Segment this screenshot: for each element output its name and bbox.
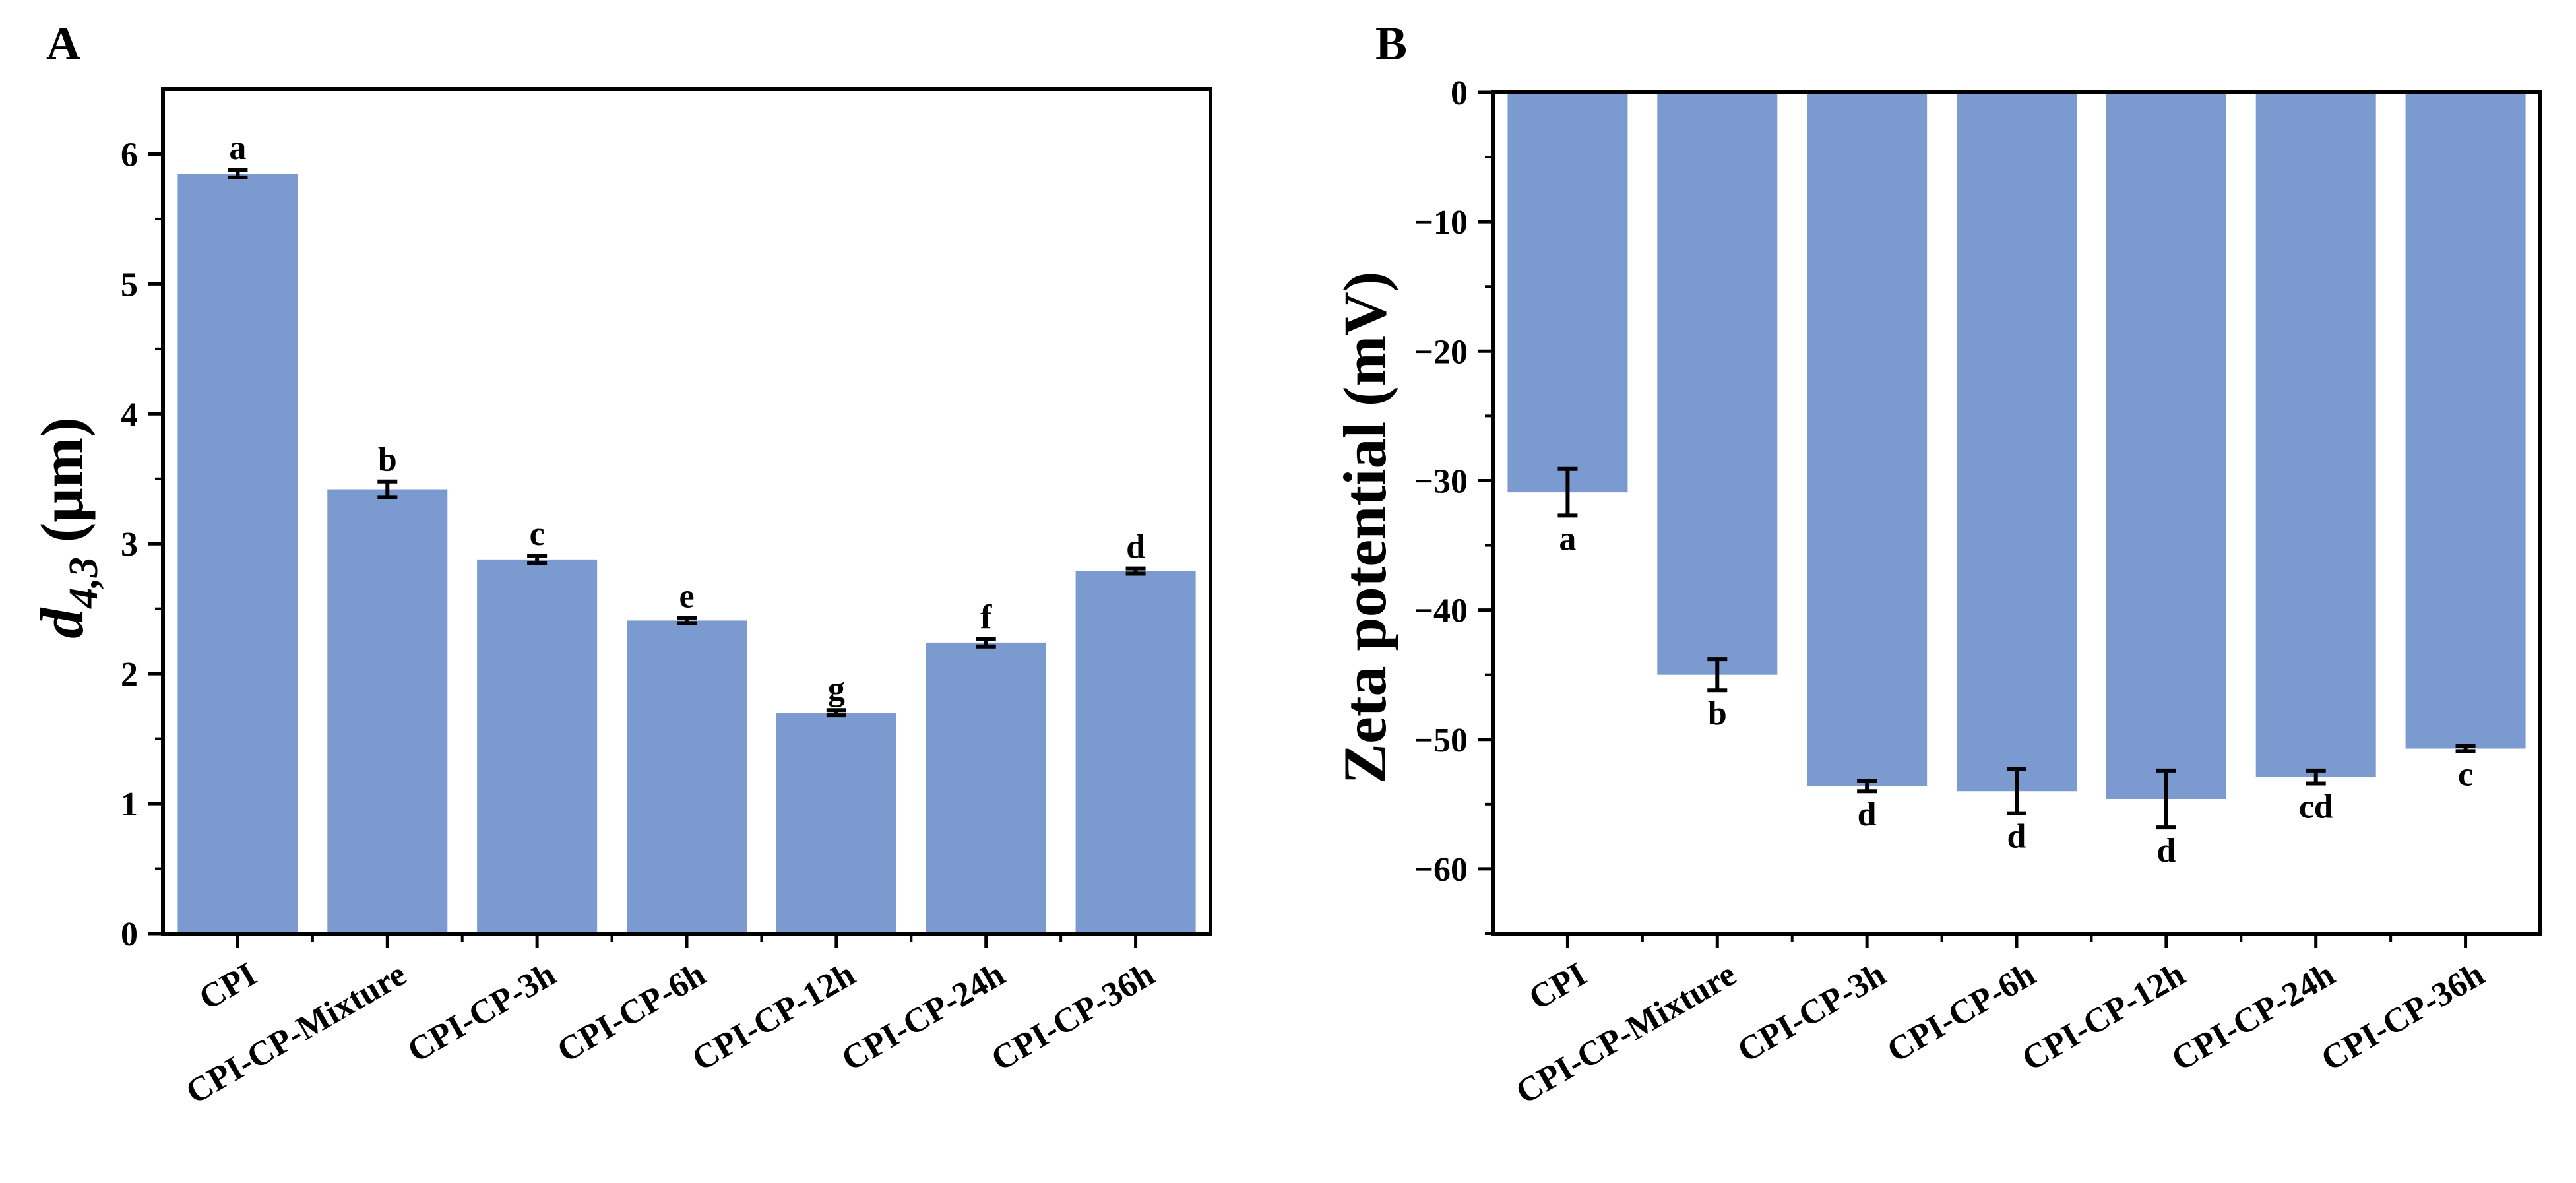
panel-b-significance-label: d [1858,796,1877,833]
panel-a-significance-label: f [980,598,992,636]
panel-a-x-tick-label: CPI-CP-6h [551,955,712,1070]
panel-a-significance-label: b [378,441,397,479]
panel-a-y-tick-label: 4 [121,396,138,433]
panel-a-bar [627,620,747,934]
panel-a-frame [161,87,1212,936]
panel-a-x-tick-label: CPI-CP-12h [686,955,862,1079]
panel-b-bar [1807,92,1928,786]
panel-b-plot-area: 0−10−20−30−40−50−60aCPIbCPI-CP-MixturedC… [1414,75,2526,1112]
panel-a-significance-label: g [828,670,845,707]
panel-a-bar [327,489,448,934]
panel-a-bar [1075,571,1196,934]
panel-b-x-tick-label: CPI-CP-12h [2016,955,2191,1079]
panel-a-x-tick-label: CPI-CP-24h [836,955,1011,1079]
panel-b-significance-label: a [1559,520,1576,558]
panel-a-significance-label: c [530,515,545,553]
panel-b-y-tick-label: −30 [1414,463,1468,500]
panel-b-x-tick-label: CPI-CP-24h [2166,955,2341,1079]
panel-b-y-tick-label: −20 [1414,333,1468,371]
panel-a-y-tick-label: 6 [121,136,138,174]
panel-a-significance-label: e [679,577,694,615]
panel-b-significance-label: cd [2299,788,2333,825]
panel-b-y-axis-title: Zeta potential (mV) [1331,272,1398,784]
panel-a-label: A [46,17,80,70]
panel-b-bar [1507,92,1628,493]
panel-b-significance-label: d [2007,818,2026,856]
panel-a-y-tick-label: 5 [121,266,138,304]
panel-b-bar [1657,92,1778,675]
panel-b-bar [2405,92,2526,749]
panel-a-bar [776,713,896,934]
panel-a-y-axis-title-main: d [28,607,96,639]
panel-b-bar [2106,92,2226,799]
panel-b-label: B [1375,17,1407,70]
panel-b-bar [2255,92,2376,777]
panel-a-y-axis-title-sub: 4,3 [61,557,106,609]
panel-b-y-tick-label: −40 [1414,592,1468,630]
panel-b-x-tick-label: CPI-CP-36h [2315,955,2490,1079]
panel-b-bar [1957,92,2077,792]
panel-a-y-tick-label: 2 [121,656,138,693]
panel-a-bar [926,642,1046,934]
panel-b-frame [1491,90,2542,936]
panel-b-y-tick-label: −60 [1414,851,1468,889]
panel-a-significance-label: a [229,129,246,167]
panel-a-y-axis-title-unit: (μm) [28,417,96,542]
panel-b-significance-label: b [1708,695,1727,732]
panel-b-x-tick-label: CPI [1523,955,1592,1017]
panel-a-significance-label: d [1126,528,1145,566]
panel-b-significance-label: d [2156,832,2176,870]
panel-a-bar [177,174,298,934]
panel-a-y-tick-label: 0 [121,916,138,953]
panel-a-x-tick-label: CPI [193,955,263,1017]
panel-b-y-tick-label: −50 [1414,722,1468,759]
panel-a-y-tick-label: 3 [121,526,138,563]
panel-b-y-tick-label: 0 [1451,75,1468,112]
panel-a-x-tick-label: CPI-CP-36h [985,955,1160,1079]
panel-a-y-axis-title: d4,3 (μm) [28,417,106,639]
panel-a-y-tick-label: 1 [121,786,138,823]
panel-b-significance-label: c [2458,755,2473,793]
panel-b-x-tick-label: CPI-CP-3h [1732,955,1893,1070]
panel-b: B Zeta potential (mV) 0 −10 −20 −30 −40 −50 −6… [1331,17,2542,1112]
panel-b-y-tick-label: −10 [1414,204,1468,241]
panel-b-x-tick-label: CPI-CP-6h [1881,955,2042,1070]
panel-a-x-tick-label: CPI-CP-3h [402,955,563,1070]
panel-a-bar [477,559,598,934]
